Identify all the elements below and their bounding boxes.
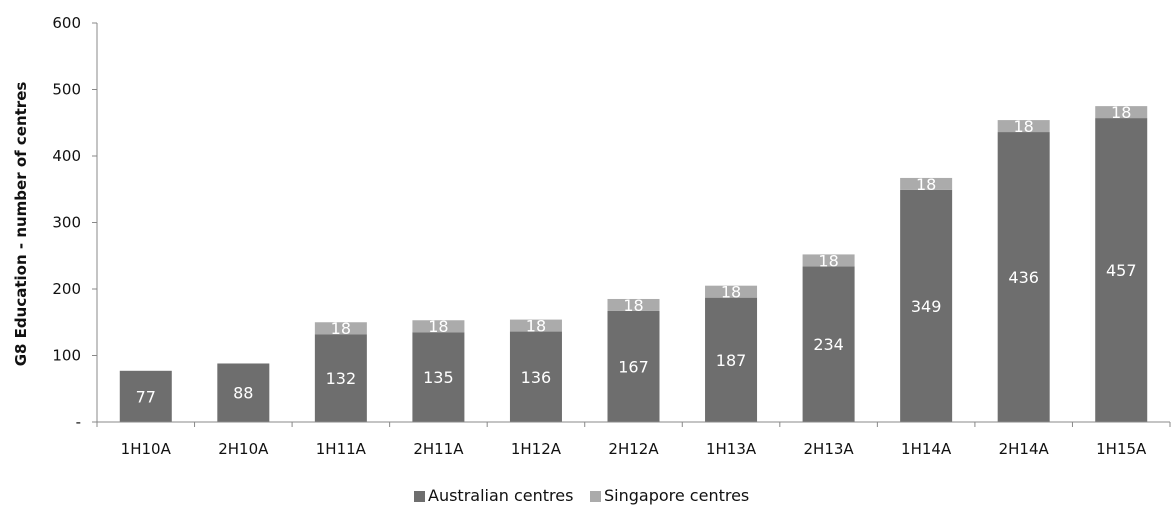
- x-tick-label: 1H12A: [511, 440, 562, 458]
- data-label-australian: 77: [136, 387, 156, 406]
- data-label-singapore: 18: [916, 175, 936, 194]
- bar-singapore: [1095, 106, 1148, 119]
- bar-singapore: [314, 322, 367, 335]
- x-tick-label: 2H11A: [413, 440, 464, 458]
- legend: Australian centres Singapore centres: [414, 486, 749, 505]
- bar-australian: [900, 189, 953, 422]
- data-label-australian: 136: [521, 368, 552, 387]
- x-axis: 1H10A 2H10A 1H11A 2H11A 1H12A 2H12A 1H13A 2H13A…: [96, 421, 1171, 458]
- bar-australian: [412, 332, 465, 422]
- y-axis-label: G8 Education - number of centres: [12, 82, 30, 367]
- data-label-australian: 234: [813, 335, 844, 354]
- y-tick-label: 200: [52, 280, 81, 298]
- x-tick-label: 2H14A: [999, 440, 1050, 458]
- data-label-australian: 167: [618, 357, 649, 376]
- bar-singapore: [509, 319, 562, 332]
- bars: 77 88 18 132 18 135 18 136 18 167 18 187 18 234 18 349 1…: [119, 103, 1148, 422]
- bar-singapore: [412, 320, 465, 333]
- data-label-singapore: 18: [428, 317, 448, 336]
- x-tick-label: 1H11A: [316, 440, 367, 458]
- data-label-australian: 457: [1106, 261, 1137, 280]
- y-tick-label: 600: [52, 14, 81, 32]
- y-tick-label: 300: [52, 214, 81, 232]
- bar-australian: [314, 334, 367, 422]
- x-tick-label: 1H13A: [706, 440, 757, 458]
- x-tick-label: 1H10A: [121, 440, 172, 458]
- data-label-singapore: 18: [623, 296, 643, 315]
- y-tick-label: 100: [52, 347, 81, 365]
- y-tick-label: 400: [52, 147, 81, 165]
- data-label-singapore: 18: [818, 251, 838, 270]
- bar-singapore: [997, 120, 1050, 133]
- bar-australian: [119, 370, 172, 422]
- x-tick-label: 2H12A: [608, 440, 659, 458]
- x-tick-label: 2H10A: [218, 440, 269, 458]
- y-axis: - 100 200 300 400 500 600: [52, 14, 98, 431]
- data-label-australian: 349: [911, 297, 942, 316]
- data-label-australian: 187: [716, 351, 747, 370]
- data-label-australian: 88: [233, 384, 253, 403]
- y-tick-label: 500: [52, 81, 81, 99]
- data-label-australian: 135: [423, 368, 454, 387]
- legend-label-singapore: Singapore centres: [604, 486, 749, 505]
- bar-singapore: [802, 254, 855, 267]
- bar-australian: [509, 331, 562, 422]
- x-tick-label: 1H14A: [901, 440, 952, 458]
- bar-singapore: [900, 177, 953, 190]
- data-label-singapore: 18: [721, 283, 741, 302]
- data-label-australian: 132: [326, 369, 357, 388]
- data-label-singapore: 18: [1111, 103, 1131, 122]
- legend-label-australian: Australian centres: [428, 486, 573, 505]
- data-label-australian: 436: [1008, 268, 1039, 287]
- bar-australian: [705, 297, 758, 422]
- bar-singapore: [705, 285, 758, 298]
- bar-australian: [802, 266, 855, 422]
- y-tick-label: -: [76, 413, 81, 431]
- legend-swatch-australian: [414, 491, 425, 502]
- bar-singapore: [607, 298, 660, 311]
- bar-australian: [607, 310, 660, 422]
- data-label-singapore: 18: [1014, 117, 1034, 136]
- data-label-singapore: 18: [331, 319, 351, 338]
- legend-swatch-singapore: [590, 491, 601, 502]
- x-tick-label: 2H13A: [804, 440, 855, 458]
- data-label-singapore: 18: [526, 317, 546, 336]
- x-tick-label: 1H15A: [1096, 440, 1147, 458]
- bar-australian: [997, 132, 1050, 422]
- bar-australian: [1095, 118, 1148, 422]
- bar-australian: [217, 363, 270, 422]
